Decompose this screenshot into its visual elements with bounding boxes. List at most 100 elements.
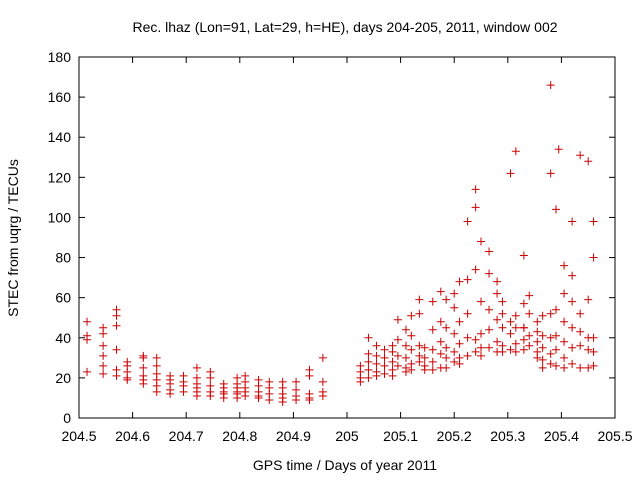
data-point [525,291,534,300]
data-point [511,323,520,332]
data-point [498,323,507,332]
data-point [546,333,555,342]
data-point [471,185,480,194]
data-point [407,345,416,354]
data-point [554,145,563,154]
data-point [506,317,515,326]
data-point [546,81,555,90]
data-point [388,357,397,366]
data-point [546,309,555,318]
data-point [485,343,494,352]
data-point [99,329,108,338]
data-point [519,299,528,308]
data-point [493,289,502,298]
y-tick-label: 60 [55,290,71,306]
data-point [485,325,494,334]
data-point [305,371,314,380]
data-point [364,333,373,342]
data-point [519,335,528,344]
data-point [318,353,327,362]
data-point [552,331,561,340]
data-point [463,275,472,284]
data-point [455,339,464,348]
x-tick-label: 204.8 [222,428,257,444]
data-point [83,335,92,344]
axis-ticks [78,56,616,419]
data-point [519,323,528,332]
data-point [455,317,464,326]
data-point [420,343,429,352]
data-point [428,345,437,354]
data-point [455,277,464,286]
data-point [401,367,410,376]
data-point [278,397,287,406]
data-point [477,329,485,338]
data-point [388,347,397,356]
data-point [506,345,515,354]
data-point [471,347,480,356]
data-point [112,321,121,330]
data-point [519,345,528,354]
data-point [552,305,561,314]
data-point [428,357,437,366]
data-point [99,369,108,378]
data-point [450,303,459,312]
x-tick-label: 205.2 [437,428,472,444]
data-point [233,393,242,402]
data-point [533,337,542,346]
data-point [519,251,528,260]
data-point [552,205,561,214]
data-point [407,365,416,374]
data-point [318,377,327,386]
data-point [442,343,451,352]
data-point [511,347,520,356]
data-point [568,271,577,280]
data-point [560,363,569,372]
data-point [584,363,593,372]
data-point [364,373,373,382]
data-point [498,297,507,306]
data-point [485,247,494,256]
y-tick-label: 80 [55,250,71,266]
data-point [292,395,301,404]
y-tick-label: 0 [63,410,71,426]
data-point [498,347,507,356]
data-point [219,393,228,402]
data-point [533,353,542,362]
data-point [401,353,410,362]
chart-title: Rec. lhaz (Lon=91, Lat=29, h=HE), days 2… [132,19,557,35]
data-point [436,337,445,346]
data-point [83,367,92,376]
data-point [576,363,585,372]
data-point [463,351,472,360]
data-point [442,353,451,362]
data-point [538,355,547,364]
data-point [471,335,480,344]
data-point [471,265,480,274]
y-tick-label: 140 [48,129,72,145]
data-point [525,309,534,318]
data-point [589,333,598,342]
data-point [485,305,494,314]
x-tick-label: 205.1 [383,428,418,444]
data-point [485,269,494,278]
data-point [498,309,507,318]
data-point [152,361,161,370]
data-point [420,353,429,362]
data-point [552,345,561,354]
y-axis-label: STEC from uqrg / TECUs [5,159,21,317]
data-point [589,253,598,262]
data-point [568,359,577,368]
data-point [112,345,121,354]
data-point [436,349,445,358]
data-point [415,309,424,318]
y-tick-label: 160 [48,89,72,105]
data-point [493,337,502,346]
data-point [372,371,381,380]
data-point [506,169,515,178]
data-point [139,353,148,362]
data-point [576,327,585,336]
data-point [560,289,569,298]
data-point [99,361,108,370]
